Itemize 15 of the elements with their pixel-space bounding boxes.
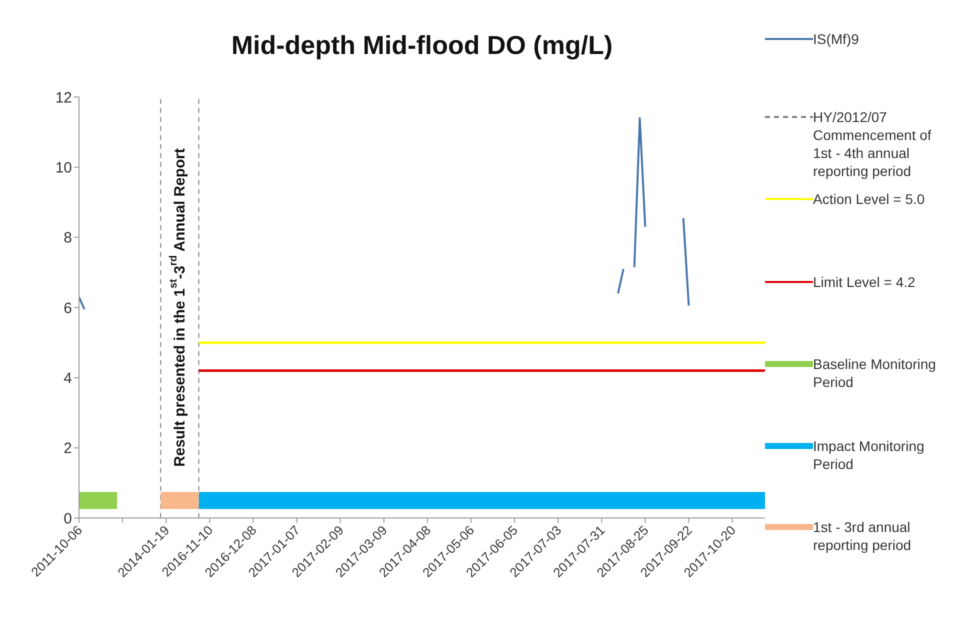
- text: HY/2012/07 Commencement of 1st - 4th annual reporting period: [813, 109, 932, 179]
- y-tick-label: 2: [64, 440, 72, 458]
- chart-title: Mid-depth Mid-flood DO (mg/L): [230, 30, 614, 61]
- y-tick-label: 6: [64, 300, 72, 317]
- legend-label: Baseline Monitoring Period: [813, 355, 937, 391]
- y-tick-label: 4: [64, 370, 72, 387]
- legend-label: IS(Mf)9: [813, 30, 860, 48]
- legend-label: 1st - 3rd annual reporting period: [813, 518, 912, 554]
- legend-label: Limit Level = 4.2: [813, 273, 916, 291]
- legend-label: Impact Monitoring Period: [813, 437, 926, 473]
- y-tick-label: 8: [64, 230, 72, 247]
- y-tick-label: 0: [64, 510, 72, 528]
- y-tick-label: 12: [55, 89, 72, 106]
- legend-label: Action Level = 5.0: [813, 190, 926, 208]
- y-tick-label: 10: [55, 159, 72, 176]
